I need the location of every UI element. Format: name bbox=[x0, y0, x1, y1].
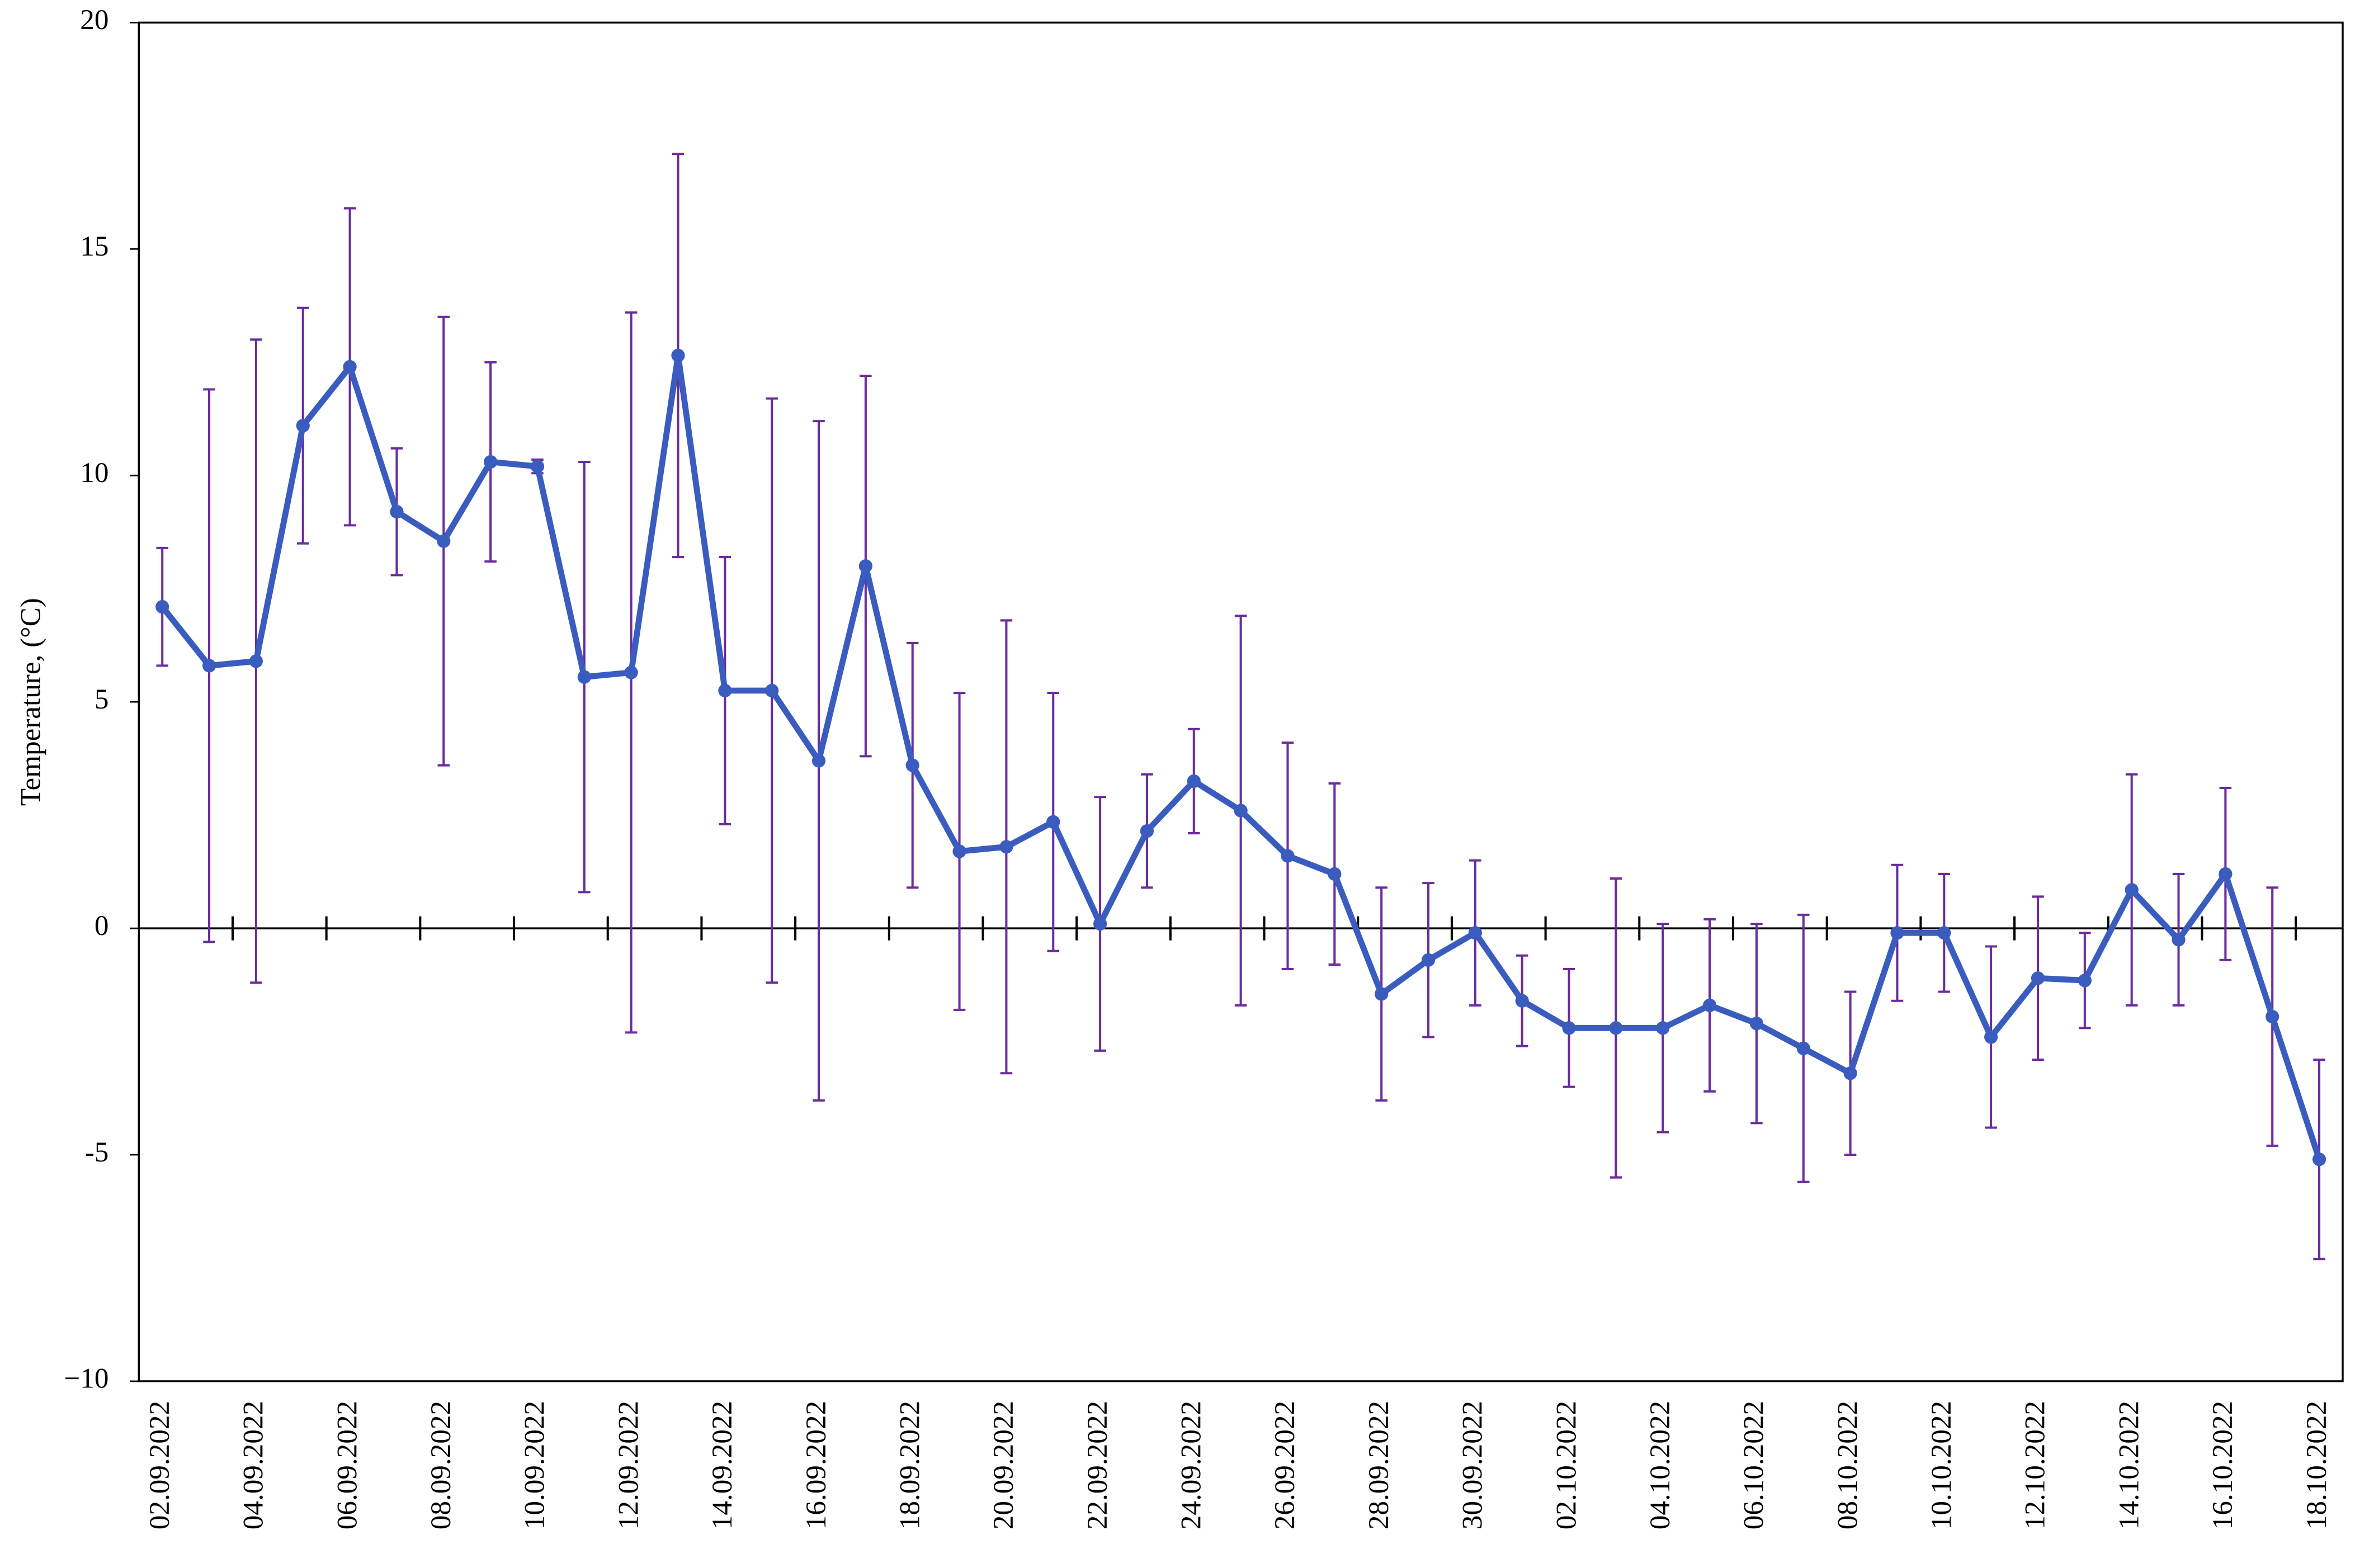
data-point bbox=[202, 659, 216, 673]
data-point bbox=[390, 504, 404, 519]
data-point bbox=[905, 758, 919, 772]
x-tick-label: 20.09.2022 bbox=[988, 1401, 1020, 1529]
data-point bbox=[1421, 953, 1436, 967]
data-point bbox=[1984, 1030, 1998, 1044]
y-tick-label: 5 bbox=[95, 683, 109, 715]
x-tick-label: 16.10.2022 bbox=[2207, 1401, 2239, 1529]
data-point bbox=[999, 840, 1013, 854]
x-tick-label: 04.10.2022 bbox=[1644, 1401, 1676, 1529]
data-point bbox=[2266, 1009, 2280, 1024]
data-point bbox=[483, 455, 498, 469]
data-point bbox=[530, 459, 545, 474]
data-point bbox=[249, 654, 263, 668]
data-point bbox=[343, 360, 357, 374]
data-point bbox=[2172, 933, 2186, 947]
x-tick-label: 22.09.2022 bbox=[1082, 1401, 1113, 1529]
x-tick-label: 14.09.2022 bbox=[706, 1401, 738, 1529]
data-point bbox=[1937, 926, 1951, 940]
x-tick-label: 06.10.2022 bbox=[1738, 1401, 1770, 1529]
data-point bbox=[155, 600, 169, 614]
y-tick-label: 0 bbox=[95, 910, 109, 942]
data-point bbox=[1328, 867, 1342, 881]
x-tick-label: 10.09.2022 bbox=[519, 1401, 551, 1529]
data-point bbox=[577, 670, 591, 684]
x-tick-label: 28.09.2022 bbox=[1363, 1401, 1395, 1529]
data-point bbox=[1749, 1017, 1764, 1031]
data-point bbox=[858, 559, 872, 573]
data-point bbox=[1890, 926, 1904, 940]
data-point bbox=[2078, 974, 2092, 988]
data-point bbox=[2031, 971, 2045, 985]
x-tick-label: 12.09.2022 bbox=[612, 1401, 644, 1529]
data-point bbox=[952, 844, 966, 858]
data-point bbox=[1702, 998, 1717, 1012]
data-point bbox=[1281, 849, 1295, 863]
y-tick-label: −10 bbox=[64, 1363, 108, 1395]
data-point bbox=[2312, 1153, 2326, 1166]
x-tick-label: 18.09.2022 bbox=[894, 1401, 926, 1529]
x-tick-label: 26.09.2022 bbox=[1269, 1401, 1301, 1529]
x-tick-label: 10.10.2022 bbox=[1925, 1401, 1957, 1529]
x-tick-label: 04.09.2022 bbox=[238, 1401, 270, 1529]
x-tick-label: 02.09.2022 bbox=[144, 1401, 176, 1529]
x-tick-label: 06.09.2022 bbox=[331, 1401, 363, 1529]
x-tick-label: 08.10.2022 bbox=[1832, 1401, 1863, 1529]
y-tick-label: 15 bbox=[80, 230, 108, 262]
x-tick-label: 14.10.2022 bbox=[2113, 1401, 2145, 1529]
data-point bbox=[1375, 987, 1389, 1001]
data-point bbox=[765, 683, 779, 698]
data-point bbox=[1046, 815, 1060, 829]
y-tick-label: 20 bbox=[80, 4, 108, 36]
x-tick-label: 30.09.2022 bbox=[1457, 1401, 1489, 1529]
data-point bbox=[1093, 917, 1107, 931]
x-tick-label: 16.09.2022 bbox=[800, 1401, 832, 1529]
data-point bbox=[671, 348, 685, 362]
data-point bbox=[1515, 994, 1529, 1008]
data-point bbox=[1187, 774, 1201, 788]
data-point bbox=[1656, 1021, 1670, 1035]
y-tick-label: 10 bbox=[80, 457, 108, 489]
x-tick-label: 18.10.2022 bbox=[2301, 1401, 2333, 1529]
data-point bbox=[1468, 926, 1482, 940]
data-point bbox=[811, 754, 826, 768]
data-point bbox=[437, 534, 451, 548]
x-tick-label: 08.09.2022 bbox=[425, 1401, 457, 1529]
data-point bbox=[718, 683, 732, 698]
data-point bbox=[296, 419, 310, 433]
data-point bbox=[1796, 1041, 1810, 1055]
data-point bbox=[1234, 804, 1248, 818]
data-point bbox=[2125, 883, 2139, 897]
data-point bbox=[624, 665, 638, 679]
data-point bbox=[2219, 867, 2233, 881]
data-point bbox=[1609, 1021, 1623, 1035]
data-point bbox=[1140, 824, 1154, 838]
x-tick-label: 24.09.2022 bbox=[1176, 1401, 1207, 1529]
x-tick-label: 12.10.2022 bbox=[2019, 1401, 2051, 1529]
data-point bbox=[1562, 1021, 1576, 1035]
y-tick-label: -5 bbox=[85, 1136, 109, 1168]
x-tick-label: 02.10.2022 bbox=[1550, 1401, 1582, 1529]
y-axis-label: Temperature, (°C) bbox=[15, 598, 46, 806]
data-point bbox=[1843, 1066, 1857, 1080]
